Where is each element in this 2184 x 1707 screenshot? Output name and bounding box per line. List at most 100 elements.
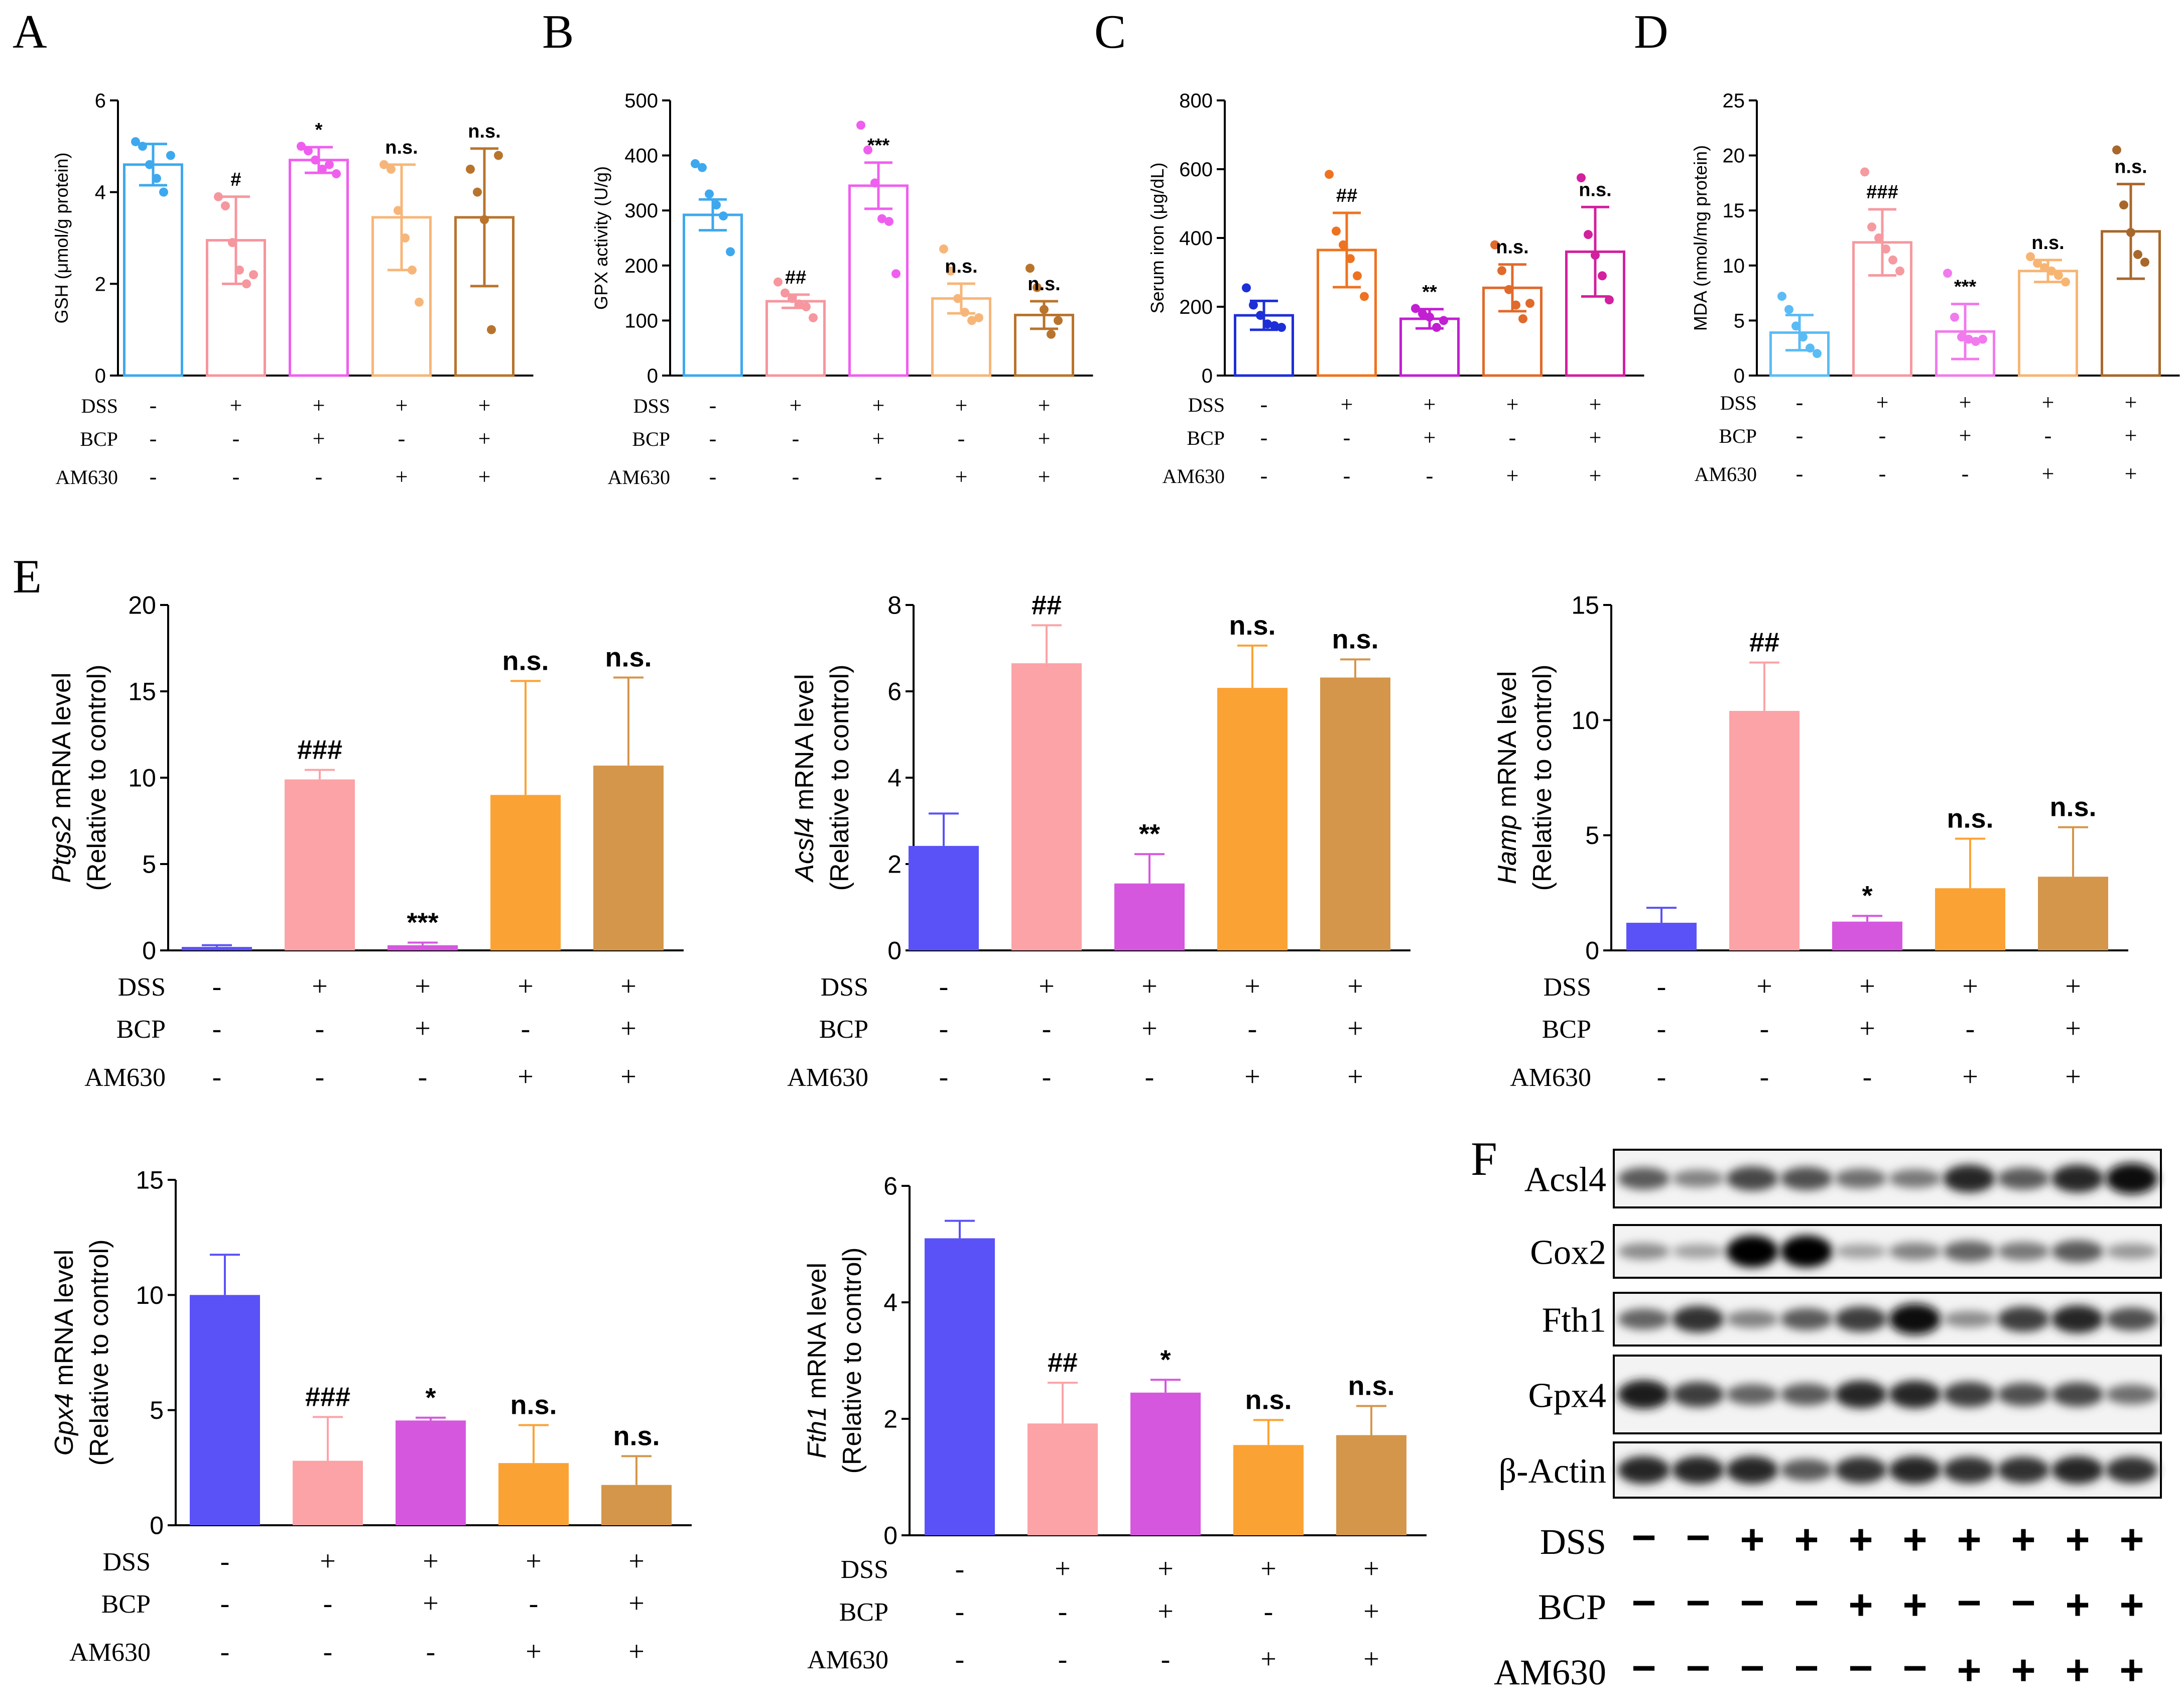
data-point <box>1943 269 1952 278</box>
y-tick-label: 200 <box>1179 296 1213 318</box>
data-point <box>1025 264 1035 273</box>
treatment-sign: + <box>1038 426 1051 451</box>
treatment-sign: + <box>1141 1013 1158 1044</box>
significance-label: * <box>1160 1345 1171 1375</box>
treatment-sign: - <box>1042 1061 1052 1092</box>
bar <box>1729 710 1800 950</box>
treatment-label: DSS <box>841 1555 888 1584</box>
data-point <box>1497 266 1506 276</box>
data-point <box>1242 283 1251 293</box>
treatment-sign: + <box>415 1013 431 1044</box>
treatment-sign: + <box>1424 425 1436 450</box>
blot-row-gpx4: Gpx4 <box>1528 1355 2162 1434</box>
treatment-sign: + <box>1859 971 1875 1002</box>
data-point <box>1346 254 1355 264</box>
treatment-label: DSS <box>1544 973 1591 1002</box>
treatment-sign: - <box>150 426 157 451</box>
treatment-sign: + <box>628 1588 645 1619</box>
y-tick-label: 0 <box>1202 365 1213 387</box>
treatment-sign: + <box>1859 1013 1875 1044</box>
treatment-sign: + <box>1347 971 1363 1002</box>
treatment-label: BCP <box>1542 1015 1591 1044</box>
data-point <box>408 265 417 275</box>
blot-band <box>1618 1308 1670 1330</box>
y-tick-label: 200 <box>624 255 658 277</box>
data-point <box>297 142 306 151</box>
y-axis-label: Fth1 mRNA level <box>803 1263 832 1458</box>
data-point <box>1054 316 1063 325</box>
data-point <box>145 160 154 169</box>
data-point <box>1418 309 1427 318</box>
panel-label-d: D <box>1634 5 1668 58</box>
treatment-sign: + <box>526 1546 542 1577</box>
bar <box>498 1463 569 1525</box>
panel-label-c: C <box>1094 5 1126 58</box>
treatment-sign: + <box>1363 1553 1379 1584</box>
significance-label: ## <box>1336 185 1357 206</box>
data-point <box>415 297 424 307</box>
treatment-sign: - <box>955 1553 965 1584</box>
data-point <box>166 151 175 160</box>
bar <box>289 159 349 377</box>
y-tick-label: 0 <box>95 365 106 387</box>
treatment-sign: + <box>320 1546 336 1577</box>
blot-sign: + <box>2065 1646 2090 1693</box>
blot-band <box>2051 1305 2104 1333</box>
data-point <box>2119 200 2128 210</box>
y-axis-label: Gpx4 mRNA level <box>50 1250 79 1455</box>
y-tick-label: 800 <box>1179 90 1213 112</box>
data-point <box>1978 334 1987 344</box>
treatment-sign: + <box>1589 392 1602 417</box>
bar <box>683 213 743 377</box>
y-tick-label: 6 <box>883 1172 897 1200</box>
blot-sign: − <box>1794 1644 1819 1691</box>
blot-band <box>1780 1458 1833 1482</box>
blot-sign: + <box>2065 1581 2090 1628</box>
treatment-sign: + <box>1959 423 1972 448</box>
treatment-sign: - <box>398 426 406 451</box>
data-point <box>1964 334 1973 344</box>
treatment-label: AM630 <box>1510 1063 1591 1092</box>
significance-label: n.s. <box>502 646 549 676</box>
treatment-label: DSS <box>1720 392 1757 414</box>
treatment-sign: + <box>478 393 491 418</box>
data-point <box>1504 285 1513 294</box>
treatment-sign: + <box>1424 392 1436 417</box>
treatment-sign: - <box>939 1013 949 1044</box>
data-point <box>2061 277 2070 287</box>
y-tick-label: 6 <box>887 678 902 706</box>
treatment-sign: - <box>1760 1013 1769 1044</box>
treatment-sign: - <box>955 1644 965 1675</box>
data-point <box>1591 251 1600 260</box>
blot-row-acsl4: Acsl4 <box>1524 1149 2162 1208</box>
treatment-sign: - <box>220 1636 230 1667</box>
y-axis-label-gene: Fth1 <box>803 1406 832 1458</box>
treatment-sign: - <box>1058 1596 1068 1627</box>
data-point <box>1339 240 1348 250</box>
treatment-sign: - <box>1145 1061 1154 1092</box>
data-point <box>131 137 140 147</box>
significance-label: *** <box>867 135 890 156</box>
y-axis-label-rest: mRNA level <box>50 1250 79 1393</box>
treatment-sign: + <box>872 426 885 451</box>
blot-band <box>1726 1384 1778 1405</box>
bar <box>190 1295 260 1525</box>
blot-sign: − <box>1794 1579 1819 1626</box>
data-point <box>304 146 313 156</box>
bar <box>909 845 979 950</box>
treatment-sign: - <box>1760 1061 1769 1092</box>
data-point <box>387 165 396 174</box>
bar <box>1130 1392 1201 1535</box>
data-point <box>1784 305 1793 314</box>
data-point <box>235 265 244 275</box>
bar <box>182 947 252 950</box>
treatment-sign: - <box>1796 461 1804 486</box>
data-point <box>698 163 707 172</box>
data-point <box>2047 266 2056 276</box>
treatment-label: AM630 <box>608 466 670 489</box>
blot-band <box>1997 1167 2049 1190</box>
data-point <box>2040 263 2049 273</box>
treatment-sign: + <box>1260 1644 1276 1675</box>
y-tick-label: 25 <box>1723 90 1745 112</box>
